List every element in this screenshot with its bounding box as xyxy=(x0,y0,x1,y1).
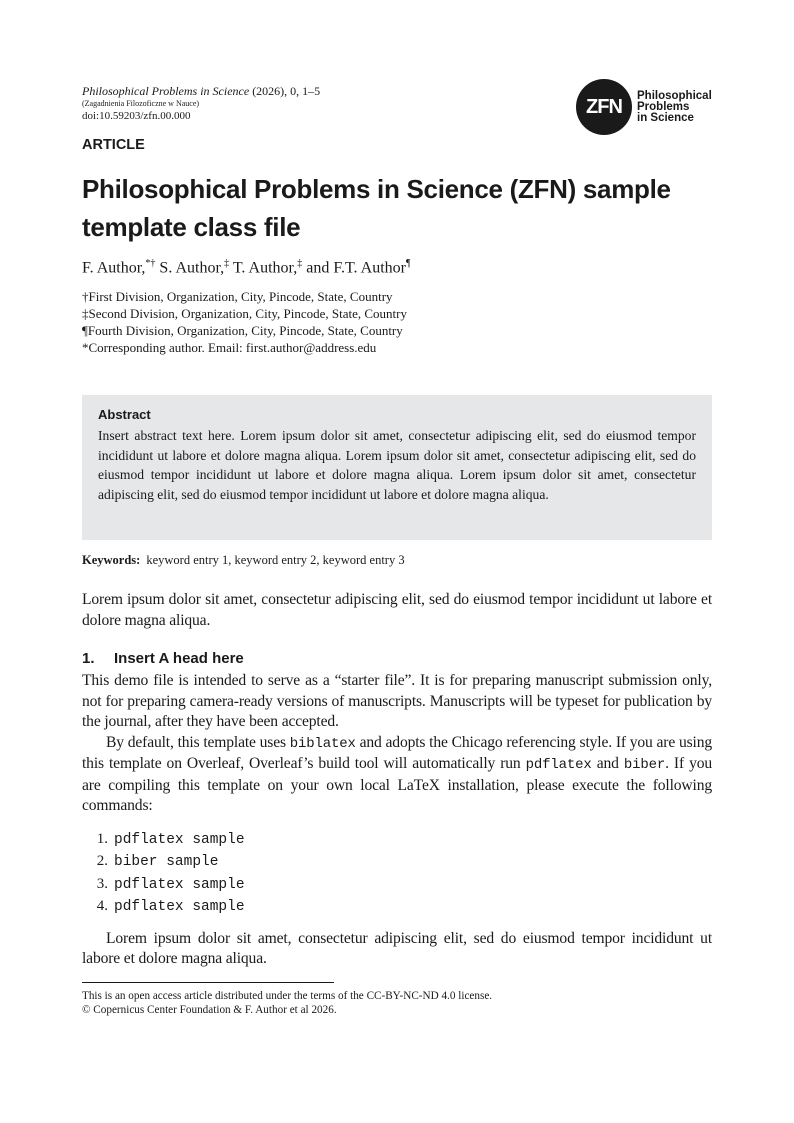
list-item: 4. pdflatex sample xyxy=(86,896,712,919)
affiliations: †First Division, Organization, City, Pin… xyxy=(82,288,407,356)
paragraph: Lorem ipsum dolor sit amet, consectetur … xyxy=(82,929,712,968)
journal-line: Philosophical Problems in Science (2026)… xyxy=(82,84,320,98)
author: S. Author, xyxy=(155,259,225,277)
affiliation: †First Division, Organization, City, Pin… xyxy=(82,289,393,304)
code: pdflatex xyxy=(525,757,592,773)
logo-mark: ZFN xyxy=(576,79,632,135)
text: . If you are compiling this template on … xyxy=(82,755,713,814)
section-title: Insert A head here xyxy=(114,650,244,667)
section-body: This demo file is intended to serve as a… xyxy=(82,671,712,817)
keywords: Keywords: keyword entry 1, keyword entry … xyxy=(82,552,712,568)
command: pdflatex sample xyxy=(114,899,245,915)
paragraph: By default, this template uses biblatex … xyxy=(82,733,712,817)
list-number: 2. xyxy=(96,853,108,869)
keywords-text: keyword entry 1, keyword entry 2, keywor… xyxy=(146,553,405,567)
logo-line: Philosophical xyxy=(637,89,712,102)
copyright-note: © Copernicus Center Foundation & F. Auth… xyxy=(82,1004,337,1016)
code: biblatex xyxy=(289,735,356,752)
list-number: 3. xyxy=(96,875,108,892)
author-mark: *† xyxy=(145,258,156,269)
list-number: 1. xyxy=(96,830,108,847)
article-type: ARTICLE xyxy=(82,137,145,153)
year-issue: (2026), 0, 1–5 xyxy=(252,84,321,98)
affiliation: ‡Second Division, Organization, City, Pi… xyxy=(82,306,407,321)
abstract-text: Insert abstract text here. Lorem ipsum d… xyxy=(98,428,696,502)
corresponding-author: *Corresponding author. Email: first.auth… xyxy=(82,340,377,355)
journal-logo: ZFN Philosophical Problems in Science xyxy=(576,79,712,135)
section-number: 1. xyxy=(82,650,95,667)
list-item: 1. pdflatex sample xyxy=(86,829,712,852)
command: biber sample xyxy=(114,854,219,870)
article-body: Abstract Insert abstract text here. Lore… xyxy=(82,395,712,1018)
author: F. Author, xyxy=(82,259,146,277)
list-item: 3. pdflatex sample xyxy=(86,874,712,897)
license-note: This is an open access article distribut… xyxy=(82,989,493,1002)
author: T. Author, xyxy=(229,259,298,277)
journal-name: Philosophical Problems in Science xyxy=(82,84,250,98)
code: biber xyxy=(623,757,666,773)
paragraph: This demo file is intended to serve as a… xyxy=(82,672,712,730)
text: and xyxy=(591,755,624,772)
list-item: 2. biber sample xyxy=(86,851,712,874)
affiliation: ¶Fourth Division, Organization, City, Pi… xyxy=(82,323,403,338)
logo-name: Philosophical Problems in Science xyxy=(637,89,712,124)
author: and F.T. Author xyxy=(302,259,406,277)
footnote-rule xyxy=(82,981,334,983)
text: and adopts the Chicago referencing style… xyxy=(82,733,712,773)
section-heading: 1. Insert A head here xyxy=(82,649,712,669)
abstract-heading: Abstract xyxy=(98,407,151,422)
command-list: 1. pdflatex sample 2. biber sample 3. pdfla… xyxy=(86,829,712,919)
logo-line: Problems xyxy=(637,100,690,113)
footnote: This is an open access article distribut… xyxy=(82,989,712,1018)
author-mark: ‡ xyxy=(297,258,303,269)
intro-paragraph: Lorem ipsum dolor sit amet, consectetur … xyxy=(82,591,712,629)
author-mark: ¶ xyxy=(405,258,411,269)
page-title: Philosophical Problems in Science (ZFN) … xyxy=(82,174,671,242)
author-list: F. Author,*† S. Author,‡ T. Author,‡ and… xyxy=(82,258,411,277)
command: pdflatex sample xyxy=(114,876,245,893)
list-number: 4. xyxy=(96,898,108,914)
abstract-box: Abstract Insert abstract text here. Lore… xyxy=(82,395,712,540)
keywords-label: Keywords: xyxy=(82,553,141,567)
command: pdflatex sample xyxy=(114,831,245,848)
author-mark: ‡ xyxy=(224,258,230,269)
doi: doi:10.59203/zfn.00.000 xyxy=(82,110,191,122)
logo-line: in Science xyxy=(637,111,694,124)
text: By default, this template uses xyxy=(106,733,290,751)
journal-subtitle: (Zagadnienia Filozoficzne w Nauce) xyxy=(82,99,200,108)
